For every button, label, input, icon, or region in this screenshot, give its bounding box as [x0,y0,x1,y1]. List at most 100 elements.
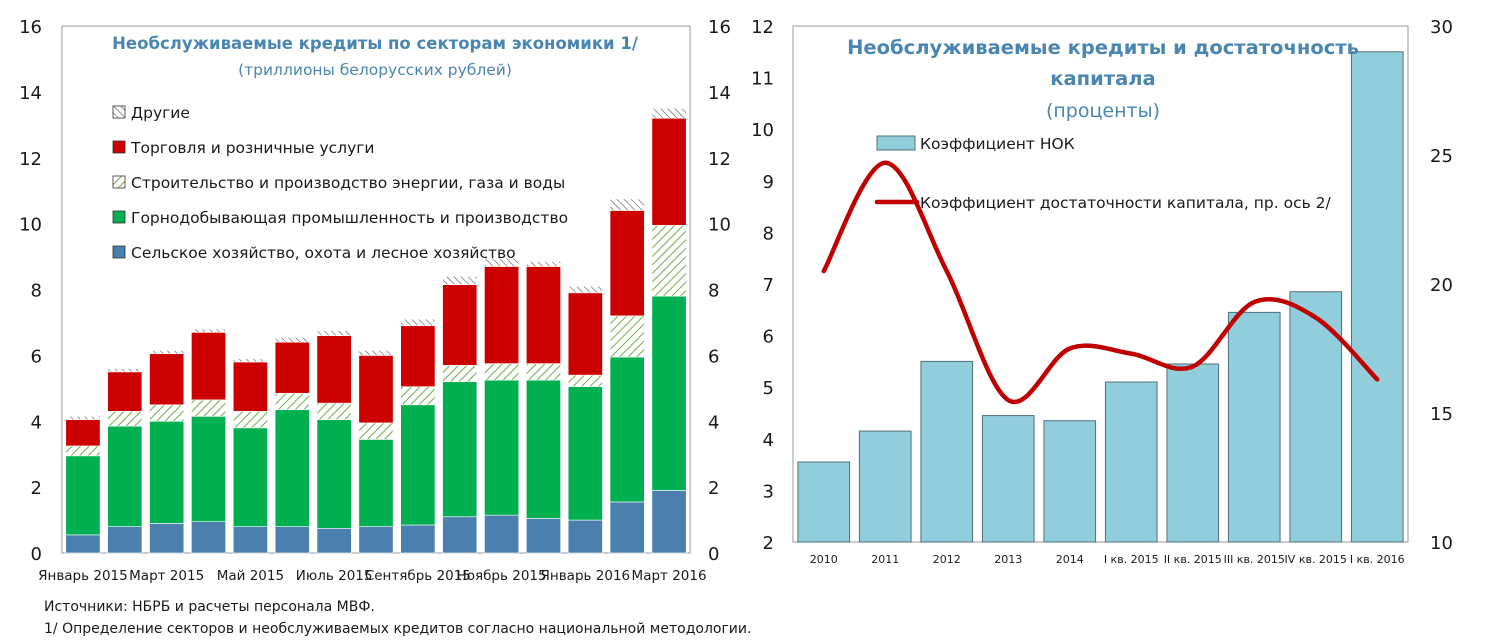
y-tick-label-left: 12 [751,17,774,38]
bar-ноябрь-2015-s3 [484,266,520,364]
bar-август-2015-s3 [358,355,394,424]
bar-март-2016-s4 [651,108,687,119]
bar-сентябрь-2015-s1 [400,404,436,526]
y-tick-label-left: 11 [751,69,774,90]
x-tick-label: 2011 [871,553,899,566]
y-tick-label-left: 6 [763,327,774,348]
y-tick-label-right: 20 [1430,275,1453,296]
chart-subtitle: (проценты) [1046,100,1160,122]
x-tick-label: 2013 [994,553,1022,566]
bar-февраль-2015-s4 [107,368,143,373]
x-tick-label: 2014 [1056,553,1084,566]
bar-декабрь-2015-s4 [526,261,561,267]
y-tick-label-left: 12 [19,149,42,170]
bar-декабрь-2015-s2 [526,363,561,381]
bar-октябрь-2015-s4 [442,276,478,285]
bar-январь-2015-s1 [65,455,101,536]
x-tick-label: I кв. 2016 [1350,553,1405,566]
bar-i-кв-2016 [1350,51,1404,543]
bar-январь-2015-s3 [65,419,101,447]
y-tick-label-right: 16 [708,17,731,38]
bar-ноябрь-2015-s0 [484,514,520,554]
bar-2013 [981,415,1035,543]
legend-label: Коэффициент достаточности капитала, пр. … [920,194,1332,212]
y-tick-label-left: 10 [751,120,774,141]
bar-март-2015-s2 [149,404,185,422]
bar-iv-кв-2015 [1289,291,1343,543]
y-tick-label-left: 6 [31,346,42,367]
x-tick-label: III кв. 2015 [1224,553,1285,566]
bar-декабрь-2015-s3 [526,266,561,364]
bar-июль-2015-s1 [316,419,352,529]
x-tick-label: Ноябрь 2015 [457,568,547,584]
y-tick-label-right: 2 [708,478,719,499]
bar-август-2015-s0 [358,526,394,554]
bar-январь-2016-s2 [567,374,603,387]
bar-январь-2016-s1 [567,386,603,521]
bar-май-2015-s3 [232,361,268,412]
bar-август-2015-s1 [358,439,394,527]
bar-январь-2016-s3 [567,292,603,376]
y-tick-label-left: 4 [31,412,42,433]
bar-апрель-2015-s0 [191,521,226,554]
bar-февраль-2015-s2 [107,411,143,427]
bar-октябрь-2015-s0 [442,516,478,554]
y-axis-left: 0 2 4 6 8 10 12 14 16 [19,17,42,565]
bar-апрель-2015-s3 [191,332,226,401]
y-tick-label-right: 14 [708,83,731,104]
plot-area [792,25,1409,543]
chart-title-line1: Необслуживаемые кредиты и достаточность [847,36,1359,59]
bar-февраль-2016-s3 [609,210,645,317]
y-tick-label-right: 6 [708,346,719,367]
bar-январь-2015-s2 [65,445,101,457]
y-tick-label-right: 25 [1430,146,1453,167]
x-tick-label: Март 2016 [632,568,707,584]
bar-октябрь-2015-s3 [442,284,478,366]
bars [797,51,1404,543]
legend-swatch [112,105,126,119]
bar-i-кв-2015 [1104,381,1158,543]
chart-title: Необслуживаемые кредиты по секторам экон… [112,34,639,53]
y-tick-label-right: 8 [708,281,719,302]
y-tick-label-right: 15 [1430,404,1453,425]
bars [65,108,687,554]
bar-март-2015-s3 [149,353,185,406]
bar-июнь-2015-s0 [274,526,310,554]
chart-subtitle: (триллионы белорусских рублей) [238,61,512,79]
bar-февраль-2016-s2 [609,315,645,358]
bar-октябрь-2015-s2 [442,364,478,383]
bar-2012 [920,360,974,543]
bar-октябрь-2015-s1 [442,381,478,518]
bar-август-2015-s2 [358,422,394,440]
y-tick-label-left: 10 [19,215,42,236]
bar-декабрь-2015-s0 [526,518,561,554]
y-tick-label-left: 2 [763,533,774,554]
y-tick-label-right: 10 [708,215,731,236]
bar-январь-2015-s0 [65,534,101,554]
x-tick-label: 2012 [933,553,961,566]
bar-май-2015-s4 [232,358,268,363]
legend-label: Торговля и розничные услуги [130,139,374,157]
legend-swatch [112,175,126,189]
bar-май-2015-s1 [232,427,268,527]
y-tick-label-right: 12 [708,149,731,170]
bar-июнь-2015-s3 [274,341,310,394]
legend-label: Горнодобывающая промышленность и произво… [131,209,568,227]
bar-сентябрь-2015-s0 [400,524,436,554]
bar-май-2015-s2 [232,411,268,429]
bar-март-2016-s0 [651,490,687,554]
x-tick-label: Сентябрь 2015 [365,568,471,584]
bar-июль-2015-s4 [316,330,352,336]
legend-label: Строительство и производство энергии, га… [131,174,565,192]
y-tick-label-left: 7 [763,275,774,296]
y-tick-label-left: 8 [763,223,774,244]
legend-label: Другие [131,104,190,122]
y-tick-label-right: 0 [708,544,719,565]
y-tick-label-left: 0 [31,544,42,565]
bar-июнь-2015-s4 [274,336,310,343]
bar-апрель-2015-s1 [191,416,226,523]
footnote: 1/ Определение секторов и необслуживаемы… [44,621,752,637]
x-tick-label: 2010 [810,553,838,566]
